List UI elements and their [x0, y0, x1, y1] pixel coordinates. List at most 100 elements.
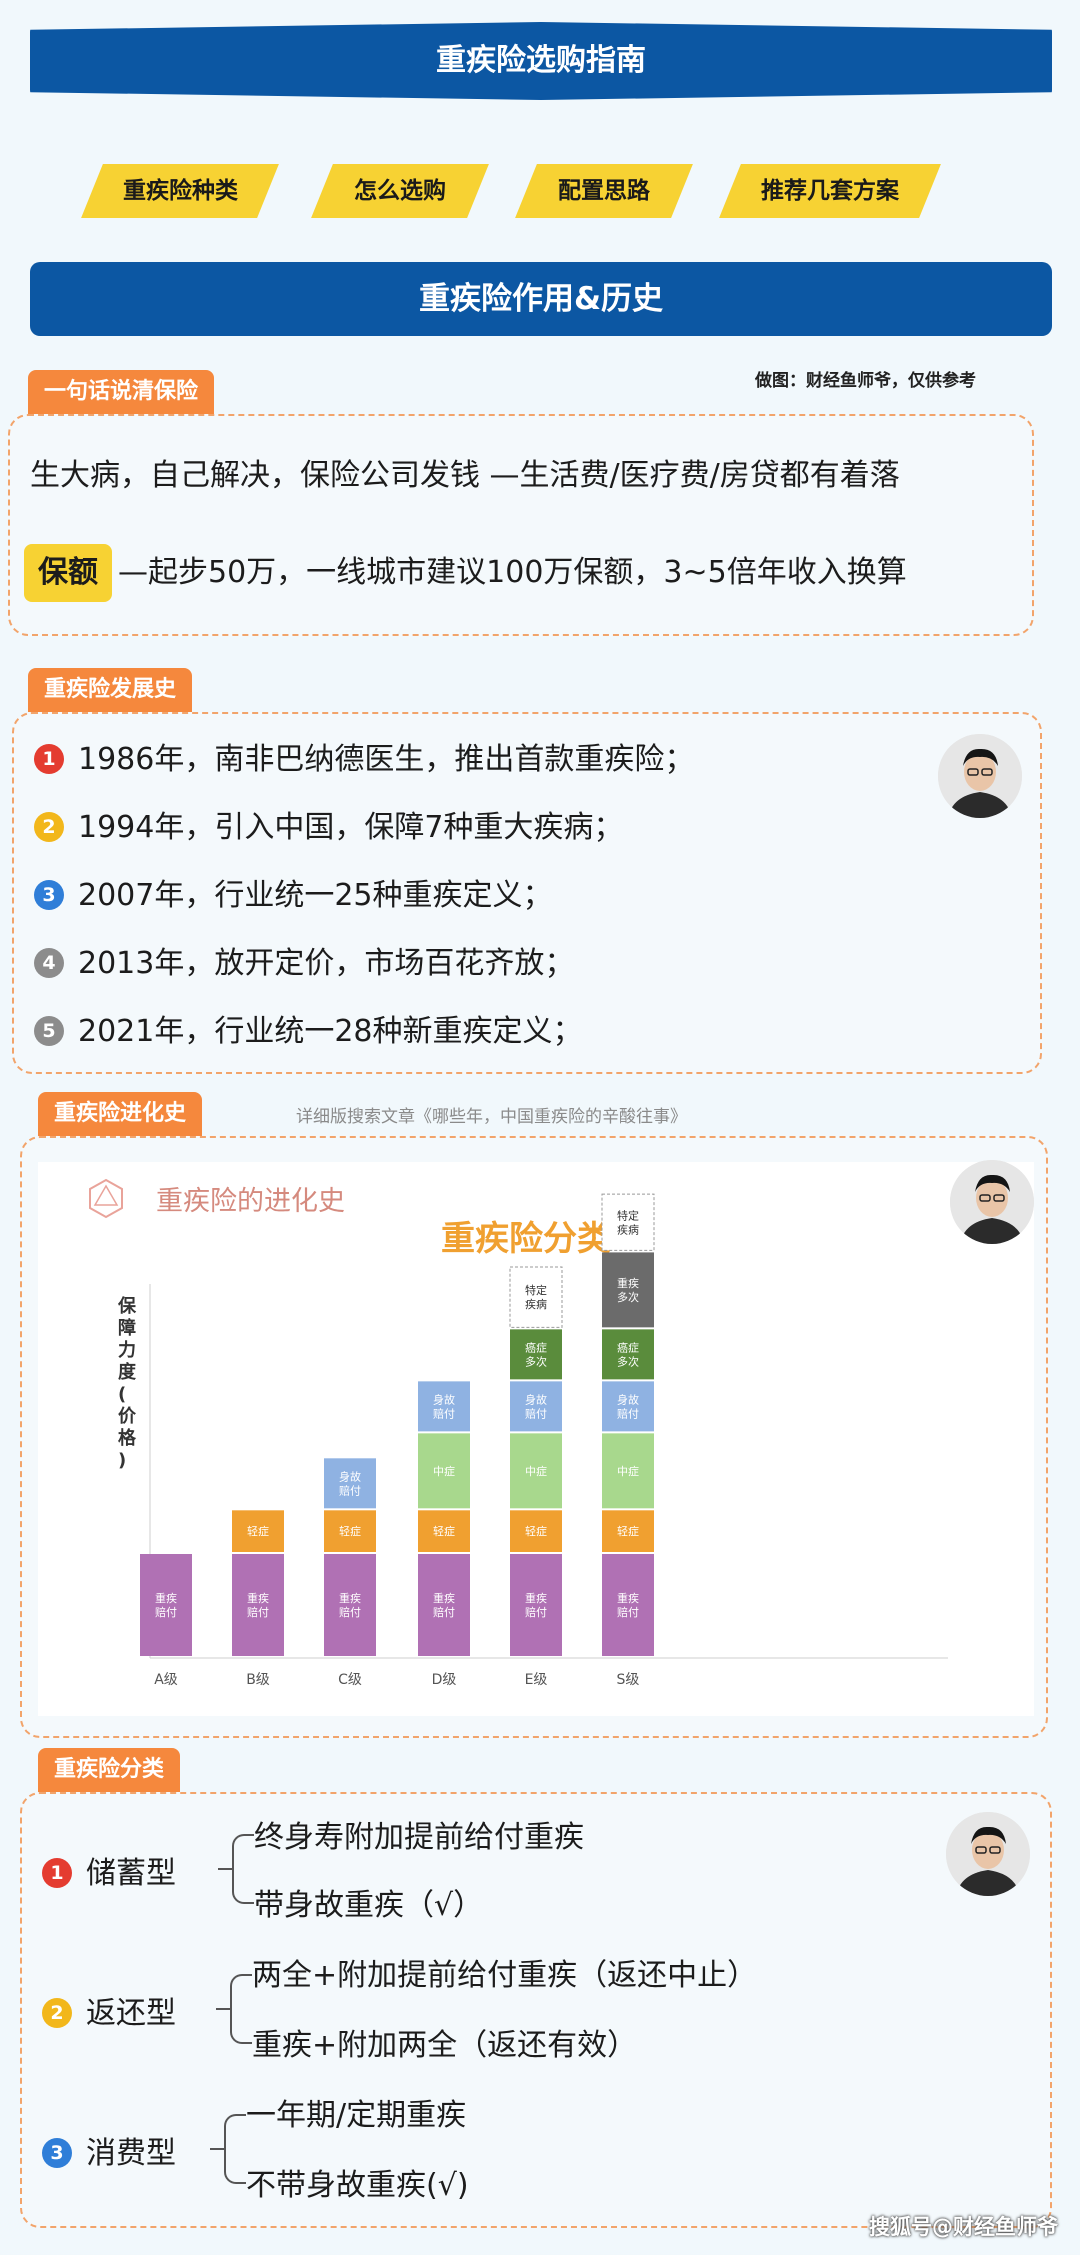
history-item: 4 2013年，放开定价，市场百花齐放；: [34, 938, 574, 982]
history-item: 5 2021年，行业统一28种新重疾定义；: [34, 1006, 583, 1050]
history-item: 1 1986年，南非巴纳德医生，推出首款重疾险；: [34, 734, 694, 778]
number-badge: 1: [34, 744, 64, 774]
bracket-tick: [218, 1868, 232, 1870]
segment-label: 重疾赔付: [617, 1591, 639, 1619]
segment-label: 身故赔付: [525, 1392, 547, 1420]
intro-panel: 生大病，自己解决，保险公司发钱 —生活费/医疗费/房贷都有着落 保额 —起步50万…: [8, 414, 1034, 636]
x-tick-label: C级: [338, 1672, 362, 1688]
history-label: 重疾险发展史: [28, 668, 193, 712]
author-credit: 做图：财经鱼师爷，仅供参考: [755, 371, 976, 391]
bracket: [232, 1834, 254, 1904]
x-tick-label: S级: [617, 1672, 640, 1688]
segment-label: 重疾多次: [617, 1276, 639, 1304]
author-avatar: [950, 1160, 1034, 1244]
history-text: 1986年，南非巴纳德医生，推出首款重疾险；: [78, 742, 695, 777]
segment-label: 癌症多次: [617, 1340, 639, 1368]
history-item: 2 1994年，引入中国，保障7种重大疾病；: [34, 802, 623, 846]
type-name: 1 储蓄型: [42, 1848, 176, 1892]
page-title-banner: 重疾险选购指南: [30, 22, 1052, 100]
history-item: 3 2007年，行业统一25种重疾定义；: [34, 870, 553, 914]
bar-segment: [602, 1510, 654, 1552]
category-tabs: 重疾险种类 怎么选购 配置思路 推荐几套方案: [0, 164, 1080, 218]
history-text: 2007年，行业统一25种重疾定义；: [78, 878, 553, 913]
number-badge: 3: [42, 2138, 72, 2168]
segment-label: 癌症多次: [525, 1340, 547, 1368]
segment-label: 特定疾病: [525, 1283, 547, 1311]
bar-segment: [324, 1554, 376, 1656]
evolution-label: 重疾险进化史: [38, 1092, 203, 1136]
bar-segment: [510, 1381, 562, 1432]
bar-segment: [418, 1381, 470, 1432]
evolution-chart: 重疾险的进化史 重疾险分类 保障力度(价格) 重疾赔付 A级 重疾赔付 轻症 B级 重疾赔…: [38, 1162, 1034, 1716]
type-option: 重疾+附加两全（返还有效）: [252, 2028, 638, 2063]
intro-label: 一句话说清保险: [28, 370, 215, 414]
bar-segment: [602, 1554, 654, 1656]
number-badge: 4: [34, 948, 64, 978]
bar-segment: [509, 1266, 563, 1328]
segment-label: 中症: [433, 1464, 455, 1478]
tab-config[interactable]: 配置思路: [515, 164, 693, 218]
tab-types[interactable]: 重疾险种类: [81, 164, 279, 218]
bar-segment: [418, 1510, 470, 1552]
bar-segment: [418, 1554, 470, 1656]
number-badge: 2: [42, 1998, 72, 2028]
segment-label: 重疾赔付: [433, 1591, 455, 1619]
y-axis-label: 保障力度(价格): [117, 1295, 137, 1471]
type-name: 3 消费型: [42, 2128, 176, 2172]
type-option: 一年期/定期重疾: [246, 2098, 467, 2133]
avatar-portrait: [950, 1160, 1034, 1244]
bar-segment: [510, 1510, 562, 1552]
type-label: 返还型: [86, 1996, 176, 2031]
segment-label: 中症: [525, 1464, 547, 1478]
type-option: 终身寿附加提前给付重疾: [254, 1820, 584, 1855]
number-badge: 5: [34, 1016, 64, 1046]
amount-pill: 保额: [24, 544, 112, 602]
chart-title: 重疾险分类: [441, 1219, 611, 1259]
tab-how-to-buy[interactable]: 怎么选购: [311, 164, 489, 218]
segment-label: 轻症: [339, 1524, 361, 1538]
author-avatar: [938, 734, 1022, 818]
watermark: 搜狐号@财经鱼师爷: [869, 2215, 1058, 2239]
types-panel: 1 储蓄型 终身寿附加提前给付重疾 带身故重疾（√） 2 返还型 两全+附加提前给付…: [20, 1792, 1052, 2228]
bracket-tick: [210, 2148, 224, 2150]
bracket: [230, 1974, 252, 2044]
history-text: 2013年，放开定价，市场百花齐放；: [78, 946, 575, 981]
bar-segment: [324, 1458, 376, 1509]
tab-label: 推荐几套方案: [761, 178, 899, 204]
segment-label: 特定疾病: [617, 1208, 639, 1236]
chart-subtitle: 重疾险的进化史: [156, 1186, 345, 1217]
article-note: 详细版搜索文章《哪些年，中国重疾险的辛酸往事》: [296, 1107, 687, 1127]
history-text: 1994年，引入中国，保障7种重大疾病；: [78, 810, 624, 845]
segment-label: 轻症: [247, 1524, 269, 1538]
x-tick-label: E级: [525, 1672, 548, 1688]
type-option: 两全+附加提前给付重疾（返还中止）: [252, 1958, 758, 1993]
chart-svg: 重疾险的进化史 重疾险分类 保障力度(价格) 重疾赔付 A级 重疾赔付 轻症 B级 重疾赔…: [89, 1178, 948, 1688]
bar-segment: [232, 1510, 284, 1552]
bar-segment: [601, 1193, 655, 1251]
bar-segment: [418, 1433, 470, 1509]
tab-label: 重疾险种类: [122, 178, 238, 204]
x-tick-label: D级: [432, 1672, 457, 1688]
amount-text: —起步50万，一线城市建议100万保额，3~5倍年收入换算: [118, 555, 907, 590]
bracket-tick: [216, 2008, 230, 2010]
bar-segment: [324, 1510, 376, 1552]
segment-label: 中症: [617, 1464, 639, 1478]
tab-plans[interactable]: 推荐几套方案: [719, 164, 941, 218]
number-badge: 2: [34, 812, 64, 842]
segment-label: 身故赔付: [433, 1392, 455, 1420]
amount-line: 保额 —起步50万，一线城市建议100万保额，3~5倍年收入换算: [24, 544, 907, 602]
intro-line: 生大病，自己解决，保险公司发钱 —生活费/医疗费/房贷都有着落: [30, 458, 900, 493]
segment-label: 身故赔付: [339, 1469, 361, 1497]
logo-icon: [89, 1178, 123, 1219]
segment-label: 重疾赔付: [525, 1591, 547, 1619]
number-badge: 1: [42, 1858, 72, 1888]
x-tick-label: B级: [246, 1672, 270, 1688]
type-name: 2 返还型: [42, 1988, 176, 2032]
author-avatar: [946, 1812, 1030, 1896]
segment-label: 轻症: [433, 1524, 455, 1538]
bar-segment: [232, 1554, 284, 1656]
bar-segment: [510, 1433, 562, 1509]
segment-label: 轻症: [617, 1524, 639, 1538]
type-option: 带身故重疾（√）: [254, 1888, 484, 1923]
segment-label: 身故赔付: [617, 1392, 639, 1420]
